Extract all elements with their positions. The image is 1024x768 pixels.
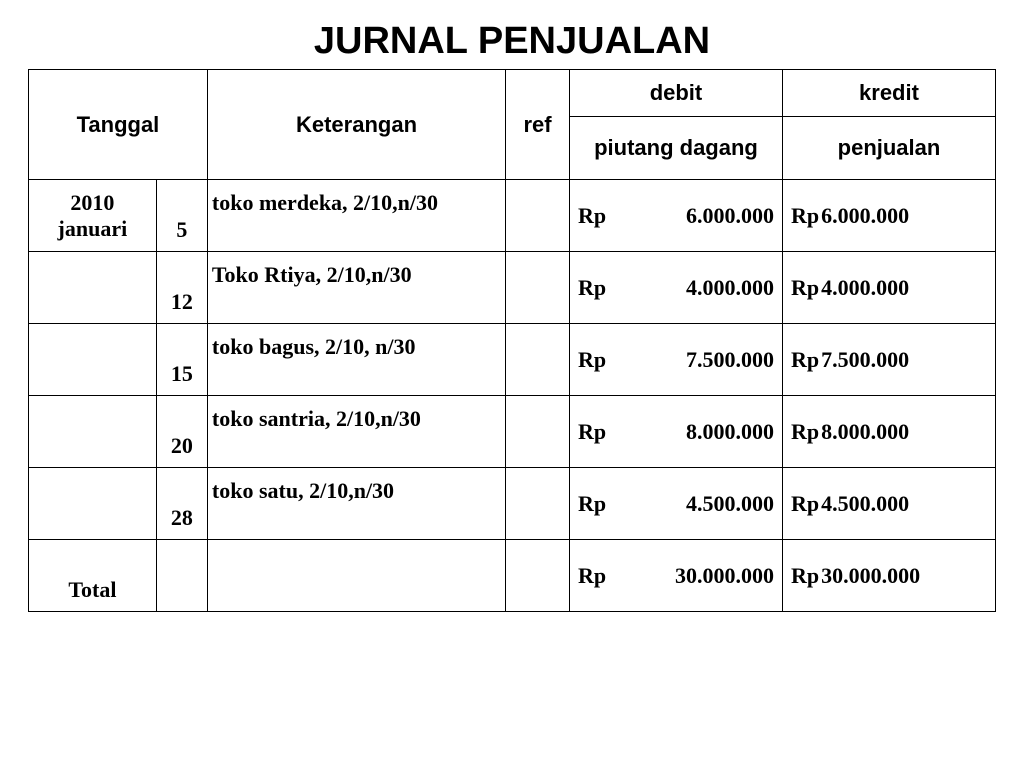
money-cell: Rp 8.000.000 [569, 396, 782, 468]
header-kredit: kredit [782, 70, 995, 117]
header-tanggal: Tanggal [29, 70, 208, 180]
ref-cell [506, 252, 570, 324]
header-ref: ref [506, 70, 570, 180]
keterangan-cell: Toko Rtiya, 2/10,n/30 [207, 252, 505, 324]
money-cell: Rp 6.000.000 [569, 180, 782, 252]
date-label-cell [29, 252, 157, 324]
keterangan-cell: toko santria, 2/10,n/30 [207, 396, 505, 468]
header-piutang-dagang: piutang dagang [569, 117, 782, 180]
ref-cell [506, 396, 570, 468]
empty-cell [506, 540, 570, 612]
table-row: 15toko bagus, 2/10, n/30Rp7.500.000Rp7.5… [29, 324, 996, 396]
amount-value: 7.500.000 [821, 347, 909, 373]
empty-cell [156, 540, 207, 612]
ref-cell [506, 324, 570, 396]
total-label-cell: Total [29, 540, 157, 612]
amount-value: 4.500.000 [686, 491, 774, 517]
currency-label: Rp [578, 563, 606, 589]
amount-value: 30.000.000 [675, 563, 774, 589]
currency-label: Rp [791, 347, 819, 373]
header-keterangan: Keterangan [207, 70, 505, 180]
date-label-cell: 2010 januari [29, 180, 157, 252]
money-cell: Rp4.000.000 [782, 252, 995, 324]
header-penjualan: penjualan [782, 117, 995, 180]
table-row: 2010 januari5toko merdeka, 2/10,n/30Rp6.… [29, 180, 996, 252]
currency-label: Rp [578, 419, 606, 445]
day-cell: 28 [156, 468, 207, 540]
amount-value: 7.500.000 [686, 347, 774, 373]
currency-label: Rp [578, 203, 606, 229]
currency-label: Rp [791, 419, 819, 445]
day-cell: 15 [156, 324, 207, 396]
table-row: 12Toko Rtiya, 2/10,n/30Rp4.000.000Rp4.00… [29, 252, 996, 324]
amount-value: 4.000.000 [821, 275, 909, 301]
table-body: 2010 januari5toko merdeka, 2/10,n/30Rp6.… [29, 180, 996, 612]
sales-journal-table: Tanggal Keterangan ref debit kredit piut… [28, 69, 996, 612]
amount-value: 6.000.000 [686, 203, 774, 229]
amount-value: 6.000.000 [821, 203, 909, 229]
header-debit: debit [569, 70, 782, 117]
page-title: JURNAL PENJUALAN [28, 20, 996, 63]
keterangan-cell: toko satu, 2/10,n/30 [207, 468, 505, 540]
currency-label: Rp [578, 275, 606, 301]
money-cell: Rp6.000.000 [782, 180, 995, 252]
currency-label: Rp [791, 563, 819, 589]
money-cell: Rp 7.500.000 [569, 324, 782, 396]
money-cell: Rp8.000.000 [782, 396, 995, 468]
amount-value: 30.000.000 [821, 563, 920, 589]
currency-label: Rp [791, 491, 819, 517]
date-label-cell [29, 396, 157, 468]
money-cell: Rp30.000.000 [782, 540, 995, 612]
table-row: 20toko santria, 2/10,n/30Rp8.000.000Rp8.… [29, 396, 996, 468]
empty-cell [207, 540, 505, 612]
money-cell: Rp 4.000.000 [569, 252, 782, 324]
amount-value: 4.500.000 [821, 491, 909, 517]
date-label-cell [29, 468, 157, 540]
money-cell: Rp7.500.000 [782, 324, 995, 396]
currency-label: Rp [791, 203, 819, 229]
amount-value: 4.000.000 [686, 275, 774, 301]
day-cell: 5 [156, 180, 207, 252]
money-cell: Rp4.500.000 [782, 468, 995, 540]
day-cell: 12 [156, 252, 207, 324]
money-cell: Rp 4.500.000 [569, 468, 782, 540]
currency-label: Rp [791, 275, 819, 301]
date-label-cell [29, 324, 157, 396]
keterangan-cell: toko merdeka, 2/10,n/30 [207, 180, 505, 252]
amount-value: 8.000.000 [686, 419, 774, 445]
ref-cell [506, 468, 570, 540]
keterangan-cell: toko bagus, 2/10, n/30 [207, 324, 505, 396]
table-row: 28toko satu, 2/10,n/30Rp4.500.000Rp4.500… [29, 468, 996, 540]
table-header: Tanggal Keterangan ref debit kredit piut… [29, 70, 996, 180]
currency-label: Rp [578, 347, 606, 373]
amount-value: 8.000.000 [821, 419, 909, 445]
day-cell: 20 [156, 396, 207, 468]
ref-cell [506, 180, 570, 252]
money-cell: Rp 30.000.000 [569, 540, 782, 612]
currency-label: Rp [578, 491, 606, 517]
total-row: TotalRp30.000.000Rp30.000.000 [29, 540, 996, 612]
